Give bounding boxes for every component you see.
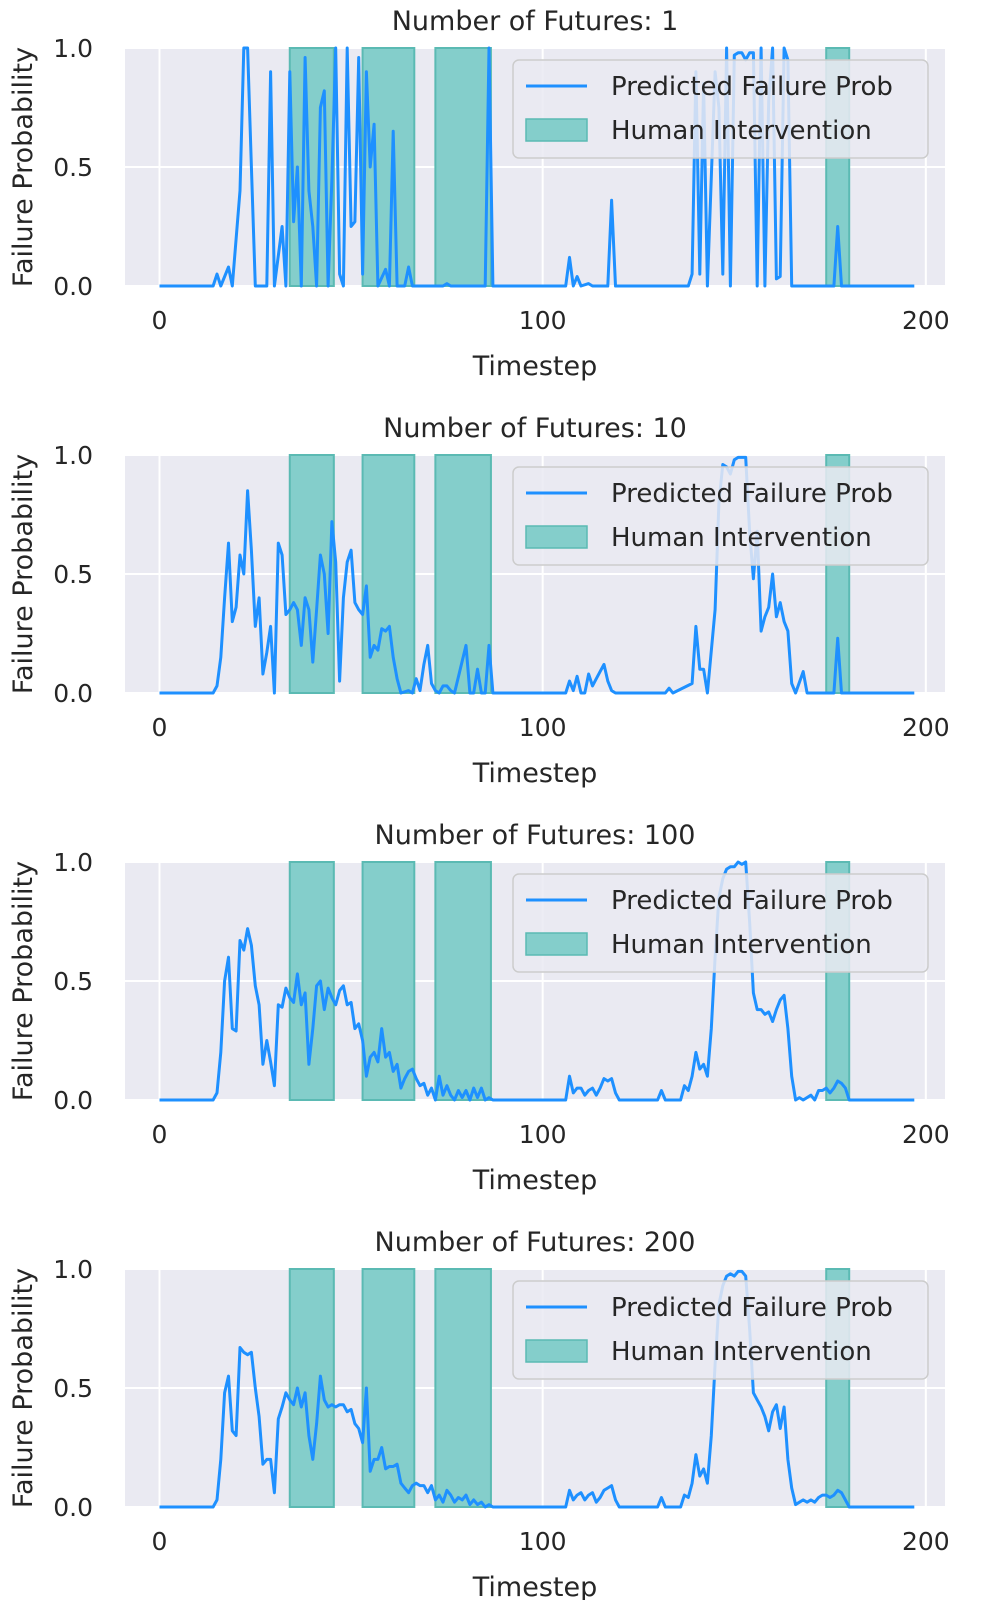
x-tick-label: 200: [902, 1527, 950, 1556]
legend-box: [512, 59, 929, 159]
x-tick-label: 0: [152, 1120, 168, 1149]
legend-label-line: Predicted Failure Prob: [611, 886, 893, 916]
y-axis-label: Failure Probability: [8, 1268, 39, 1508]
x-axis-label: Timestep: [472, 351, 597, 382]
legend-label-area: Human Intervention: [611, 523, 872, 553]
y-tick-label: 0.0: [53, 1086, 93, 1115]
legend-label-line: Predicted Failure Prob: [611, 1293, 893, 1323]
x-tick-label: 0: [152, 306, 168, 335]
y-tick-label: 0.0: [53, 679, 93, 708]
y-tick-label: 0.0: [53, 272, 93, 301]
chart-panel-2: Number of Futures: 10 0.0 0.5 1.0 0 100 200 Tim…: [8, 413, 950, 789]
y-tick-label: 1.0: [53, 848, 93, 877]
y-tick-label: 0.5: [53, 967, 93, 996]
y-axis-label: Failure Probability: [8, 454, 39, 694]
y-tick-label: 1.0: [53, 441, 93, 470]
chart-panel-4: Number of Futures: 200 0.0 0.5 1.0 0 100 200 Ti…: [8, 1227, 950, 1600]
x-tick-label: 0: [152, 713, 168, 742]
series-line: [159, 455, 915, 695]
chart-title: Number of Futures: 10: [383, 413, 687, 444]
y-axis-label: Failure Probability: [8, 47, 39, 287]
x-axis-label: Timestep: [472, 758, 597, 789]
x-tick-label: 0: [152, 1527, 168, 1556]
x-tick-label: 100: [519, 306, 567, 335]
x-axis-label: Timestep: [472, 1572, 597, 1600]
legend-box: [512, 873, 929, 973]
x-tick-label: 200: [902, 713, 950, 742]
series-line: [159, 1269, 915, 1509]
x-tick-label: 200: [902, 306, 950, 335]
intervention-region: [434, 47, 492, 287]
legend-label-area: Human Intervention: [611, 116, 872, 146]
legend: Predicted Failure Prob Human Intervention: [512, 466, 929, 566]
intervention-region: [434, 861, 492, 1101]
x-axis-label: Timestep: [472, 1165, 597, 1196]
y-axis-label: Failure Probability: [8, 861, 39, 1101]
chart-title: Number of Futures: 200: [375, 1227, 696, 1258]
chart-panel-3: Number of Futures: 100 0.0 0.5 1.0 0 100 200 Ti…: [8, 820, 950, 1196]
y-tick-label: 1.0: [53, 34, 93, 63]
legend-label-area: Human Intervention: [611, 1337, 872, 1367]
series-line: [159, 860, 915, 1102]
legend-area-swatch: [525, 118, 588, 142]
legend-label-line: Predicted Failure Prob: [611, 72, 893, 102]
legend-area-swatch: [525, 525, 588, 549]
legend-area-swatch: [525, 932, 588, 956]
y-tick-label: 0.0: [53, 1493, 93, 1522]
chart-title: Number of Futures: 100: [375, 820, 696, 851]
intervention-region: [361, 861, 416, 1101]
legend: Predicted Failure Prob Human Intervention: [512, 1280, 929, 1380]
legend-box: [512, 466, 929, 566]
y-tick-label: 0.5: [53, 1374, 93, 1403]
x-tick-label: 100: [519, 713, 567, 742]
legend-label-area: Human Intervention: [611, 930, 872, 960]
legend: Predicted Failure Prob Human Intervention: [512, 873, 929, 973]
chart-panel-1: Number of Futures: 1 0.0 0.5 1.0 0 100 200 Time…: [8, 6, 950, 382]
y-tick-label: 0.5: [53, 560, 93, 589]
legend: Predicted Failure Prob Human Intervention: [512, 59, 929, 159]
x-tick-label: 100: [519, 1120, 567, 1149]
legend-area-swatch: [525, 1339, 588, 1363]
y-tick-label: 0.5: [53, 153, 93, 182]
chart-title: Number of Futures: 1: [392, 6, 679, 37]
legend-box: [512, 1280, 929, 1380]
y-tick-label: 1.0: [53, 1255, 93, 1284]
x-tick-label: 100: [519, 1527, 567, 1556]
series-line: [159, 46, 915, 288]
intervention-region: [434, 1268, 492, 1508]
legend-label-line: Predicted Failure Prob: [611, 479, 893, 509]
x-tick-label: 200: [902, 1120, 950, 1149]
